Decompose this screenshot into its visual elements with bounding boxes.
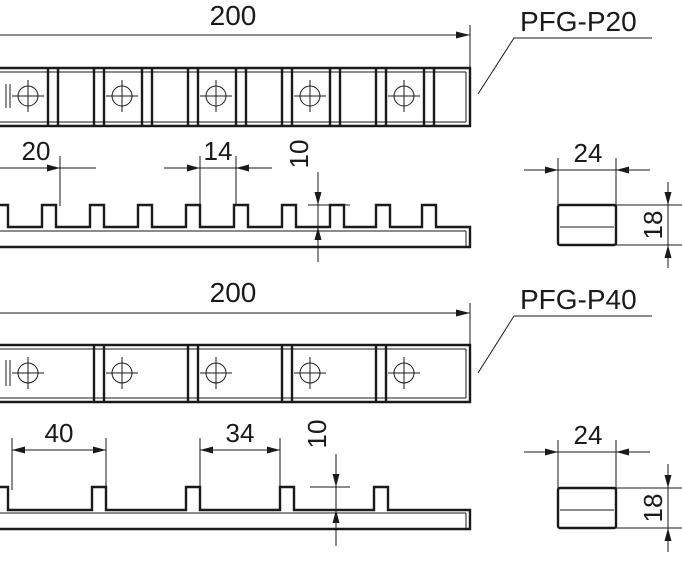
slot-value-p20: 14 — [204, 136, 233, 166]
end-view-p20: 24 18 — [524, 138, 682, 268]
end-width-value-p40: 24 — [574, 420, 603, 450]
part-pfg-p40: 200 PFG-P40 — [0, 277, 682, 552]
end-view-p40: 24 18 — [524, 420, 682, 552]
side-view-p40 — [0, 485, 472, 531]
mounting-holes-p40 — [12, 357, 420, 389]
mounting-holes-p20 — [12, 80, 420, 112]
tooth-height-value-p20: 10 — [284, 140, 314, 169]
end-width-value-p20: 24 — [574, 138, 603, 168]
length-dimension-p40: 200 — [0, 277, 471, 345]
top-view-p40 — [0, 343, 472, 404]
tooth-height-value-p40: 10 — [302, 420, 332, 449]
pitch-dimension-p40: 40 — [11, 418, 107, 490]
pitch-dimension-p20: 20 — [0, 136, 96, 206]
divider-lines-p20 — [46, 68, 436, 126]
pitch-value-p40: 40 — [45, 418, 74, 448]
model-label-p40: PFG-P40 — [477, 284, 652, 374]
end-height-value-p20: 18 — [638, 211, 668, 240]
model-label-text-p20: PFG-P20 — [520, 6, 637, 37]
divider-lines-p40 — [92, 345, 388, 402]
end-height-value-p40: 18 — [638, 494, 668, 523]
slot-dimension-p20: 14 — [164, 136, 272, 206]
side-view-p20 — [0, 203, 472, 249]
top-view-p20 — [0, 66, 472, 128]
slot-value-p40: 34 — [226, 418, 255, 448]
length-value-p40: 200 — [210, 277, 257, 308]
slot-dimension-p40: 34 — [199, 418, 281, 490]
model-label-p20: PFG-P20 — [477, 6, 652, 95]
length-value-p20: 200 — [210, 0, 257, 31]
tooth-height-dimension-p40: 10 — [302, 420, 350, 546]
length-dimension-p20: 200 — [0, 0, 471, 68]
part-pfg-p20: 200 PFG-P20 — [0, 0, 682, 268]
model-label-text-p40: PFG-P40 — [520, 284, 637, 315]
pitch-value-p20: 20 — [22, 136, 51, 166]
tooth-height-dimension-p20: 10 — [284, 140, 350, 262]
